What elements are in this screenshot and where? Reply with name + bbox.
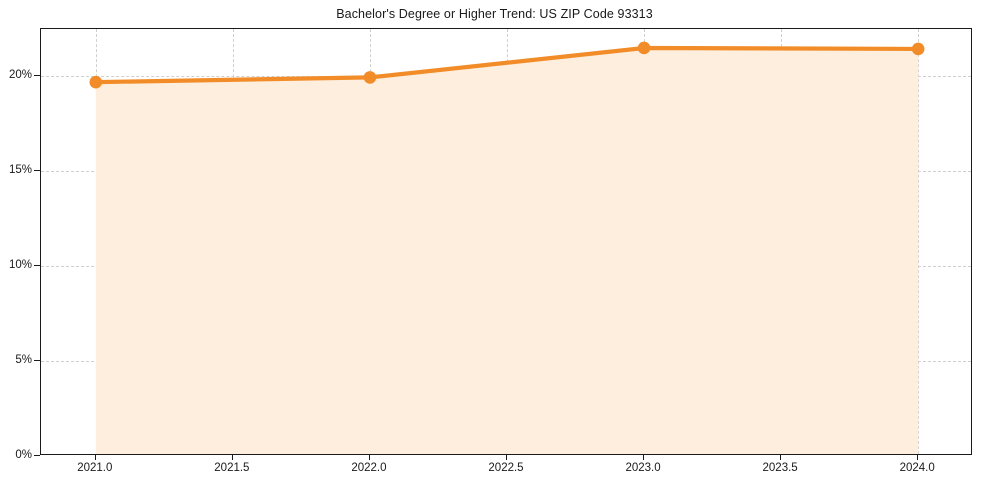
y-axis-tick-label: 10% [8, 259, 32, 272]
trend-line-path [93, 45, 921, 85]
y-axis-tick-mark [34, 170, 40, 172]
gridline-vertical [918, 29, 920, 454]
y-axis-tick-mark [34, 265, 40, 267]
x-axis-tick-mark [231, 455, 233, 460]
data-point-marker [637, 41, 651, 55]
x-axis-tick-mark [780, 455, 782, 460]
y-axis-tick-label: 15% [8, 164, 32, 177]
x-axis-tick-mark [506, 455, 507, 460]
x-axis-tick-label: 2021.5 [214, 462, 250, 474]
y-axis-tick-mark [34, 75, 40, 77]
plot-area [40, 28, 972, 455]
area-fill-path [95, 47, 919, 454]
x-axis-tick-mark [917, 455, 919, 460]
chart-title: Bachelor's Degree or Higher Trend: US ZI… [336, 7, 653, 21]
x-axis-tick-label: 2024.0 [899, 462, 935, 474]
y-axis-tick-label: 0% [15, 449, 32, 461]
data-point-markers [89, 41, 925, 89]
x-axis-tick-label: 2021.0 [77, 462, 113, 474]
data-point-marker [911, 42, 925, 56]
y-axis-tick-mark [34, 360, 40, 362]
y-axis-tick-label: 20% [8, 69, 32, 82]
y-axis-tick-labels: 0% 5% 10% 15% 20% [0, 0, 32, 490]
x-axis-tick-label: 2023.0 [625, 462, 661, 474]
x-axis-tick-mark [643, 455, 645, 460]
x-axis-tick-mark [94, 455, 96, 460]
data-point-marker [363, 71, 377, 84]
x-axis-tick-label: 2023.5 [762, 462, 798, 474]
x-axis-tick-label: 2022.5 [488, 462, 524, 474]
x-axis-tick-mark [368, 455, 370, 460]
y-axis-tick-mark [34, 455, 40, 456]
y-axis-tick-label: 5% [15, 354, 32, 367]
data-point-marker [89, 75, 103, 89]
series-graphic [89, 41, 925, 454]
x-axis-tick-label: 2022.0 [351, 462, 387, 474]
